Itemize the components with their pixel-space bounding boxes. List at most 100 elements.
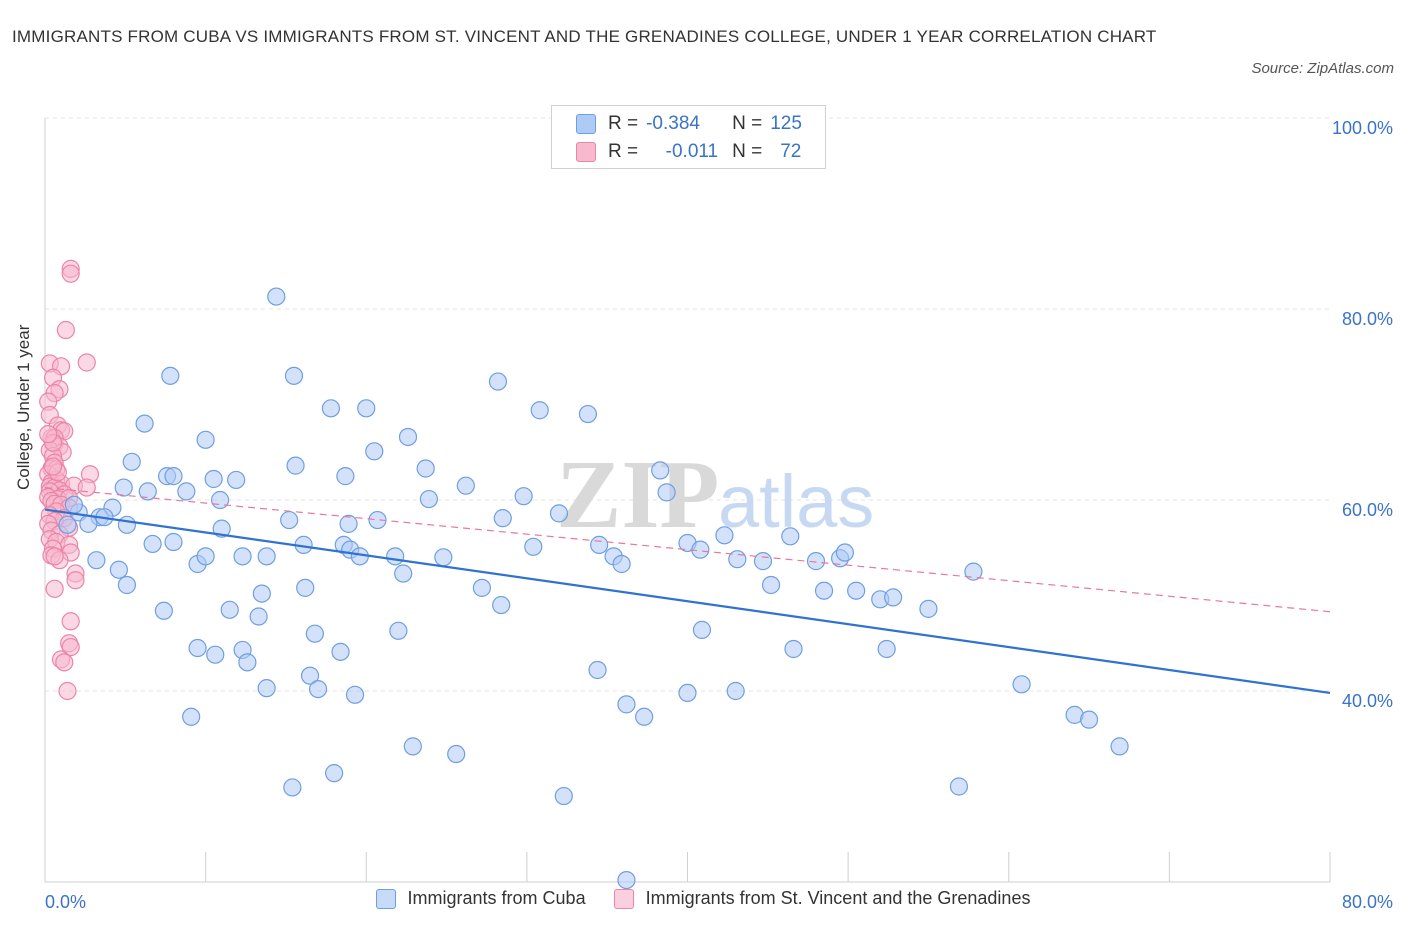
cuba-point	[58, 515, 77, 534]
cuba-point	[357, 399, 376, 418]
svg-point	[45, 579, 64, 598]
cuba-point	[678, 683, 697, 703]
x-tick-label: 80.0%	[1342, 892, 1393, 912]
legend-n-label-svg: N =	[732, 141, 763, 162]
legend-n-label-cuba: N =	[732, 113, 763, 134]
cuba-point	[761, 575, 781, 595]
cuba-point	[1110, 737, 1129, 756]
chart-title: IMMIGRANTS FROM CUBA VS IMMIGRANTS FROM …	[12, 27, 1157, 46]
legend-n-value-cuba: 125	[770, 113, 802, 134]
legend-row-svg: R = -0.011 N = 72	[576, 139, 801, 165]
cuba-point	[283, 778, 302, 797]
cuba-point	[419, 489, 438, 509]
cuba-point	[257, 547, 276, 566]
cuba-point	[286, 456, 305, 475]
cuba-point	[524, 537, 543, 556]
watermark-atlas: atlas	[718, 460, 874, 543]
cuba-point	[135, 414, 154, 433]
cuba-point	[280, 510, 299, 530]
watermark: ZIP atlas	[556, 441, 874, 549]
cuba-point	[138, 482, 157, 501]
cuba-point	[715, 526, 734, 545]
series-legend: Immigrants from Cuba Immigrants from St.…	[0, 888, 1406, 909]
cuba-point	[238, 653, 257, 672]
svg-point	[61, 637, 80, 657]
cuba-point	[212, 519, 231, 538]
trend-line-cuba	[44, 508, 1331, 694]
series-legend-label-cuba: Immigrants from Cuba	[407, 888, 586, 908]
legend-r-label-svg: R =	[608, 141, 639, 162]
cuba-point	[588, 660, 607, 680]
cuba-point	[267, 287, 286, 306]
cuba-point	[196, 430, 215, 449]
series-cuba-points	[58, 287, 1129, 890]
svg-point	[66, 571, 85, 590]
cuba-point	[447, 744, 466, 764]
y-tick-label: 40.0%	[1342, 691, 1393, 711]
cuba-point	[472, 578, 491, 597]
cuba-point	[847, 581, 866, 600]
cuba-point	[308, 679, 328, 699]
series-legend-item-cuba: Immigrants from Cuba	[375, 888, 586, 909]
cuba-point	[691, 540, 710, 559]
svg-point	[77, 353, 96, 372]
svg-point	[39, 425, 58, 444]
cuba-point	[321, 399, 341, 418]
y-axis-label: College, Under 1 year	[14, 324, 33, 490]
cuba-point	[617, 695, 636, 714]
cuba-point	[117, 575, 137, 595]
trend-lines	[44, 486, 1331, 694]
cuba-point	[122, 452, 141, 471]
cuba-point	[164, 532, 183, 552]
source-credit: Source: ZipAtlas.com	[1251, 60, 1394, 77]
cuba-point	[206, 645, 225, 664]
cuba-point	[635, 707, 654, 726]
cuba-point	[657, 483, 676, 502]
cuba-point	[227, 470, 246, 490]
cuba-point	[300, 666, 320, 685]
cuba-point	[554, 786, 573, 806]
series-svg-points	[39, 259, 100, 701]
cuba-point	[114, 478, 133, 497]
cuba-point	[835, 543, 855, 562]
cuba-point	[233, 547, 252, 566]
cuba-point	[728, 550, 747, 569]
cuba-point	[154, 601, 173, 620]
cuba-point	[578, 404, 598, 424]
cuba-point	[883, 588, 903, 607]
cuba-point	[252, 584, 271, 603]
legend-row-cuba: R = -0.384 N = 125	[576, 111, 802, 137]
series-legend-swatch-cuba	[375, 888, 396, 909]
cuba-point	[79, 514, 98, 533]
cuba-point	[365, 442, 384, 461]
cuba-point	[336, 467, 355, 486]
legend-r-label-cuba: R =	[608, 113, 639, 134]
cuba-point	[781, 527, 800, 546]
legend-n-value-svg: 72	[780, 141, 802, 162]
series-legend-swatch-svg	[613, 888, 634, 909]
cuba-point	[296, 578, 315, 597]
cuba-point	[188, 638, 207, 658]
cuba-point	[488, 372, 508, 391]
y-tick-label: 60.0%	[1342, 500, 1393, 520]
svg-point	[45, 547, 64, 566]
cuba-point	[325, 764, 344, 783]
series-legend-label-svg: Immigrants from St. Vincent and the Gren…	[645, 888, 1031, 908]
svg-point	[77, 478, 96, 497]
cuba-point	[117, 515, 137, 534]
cuba-point	[249, 607, 268, 626]
cuba-point	[386, 547, 405, 566]
cuba-point	[651, 461, 670, 480]
cuba-point	[177, 482, 196, 501]
cuba-point	[726, 681, 745, 701]
cuba-point	[394, 564, 413, 583]
cuba-point	[692, 620, 712, 639]
legend-swatch-cuba	[576, 114, 596, 134]
cuba-point	[949, 777, 969, 796]
cuba-point	[339, 514, 358, 533]
watermark-zip: ZIP	[556, 441, 719, 549]
legend-swatch-svg	[576, 142, 596, 162]
cuba-point	[617, 870, 636, 890]
cuba-point	[398, 427, 418, 447]
